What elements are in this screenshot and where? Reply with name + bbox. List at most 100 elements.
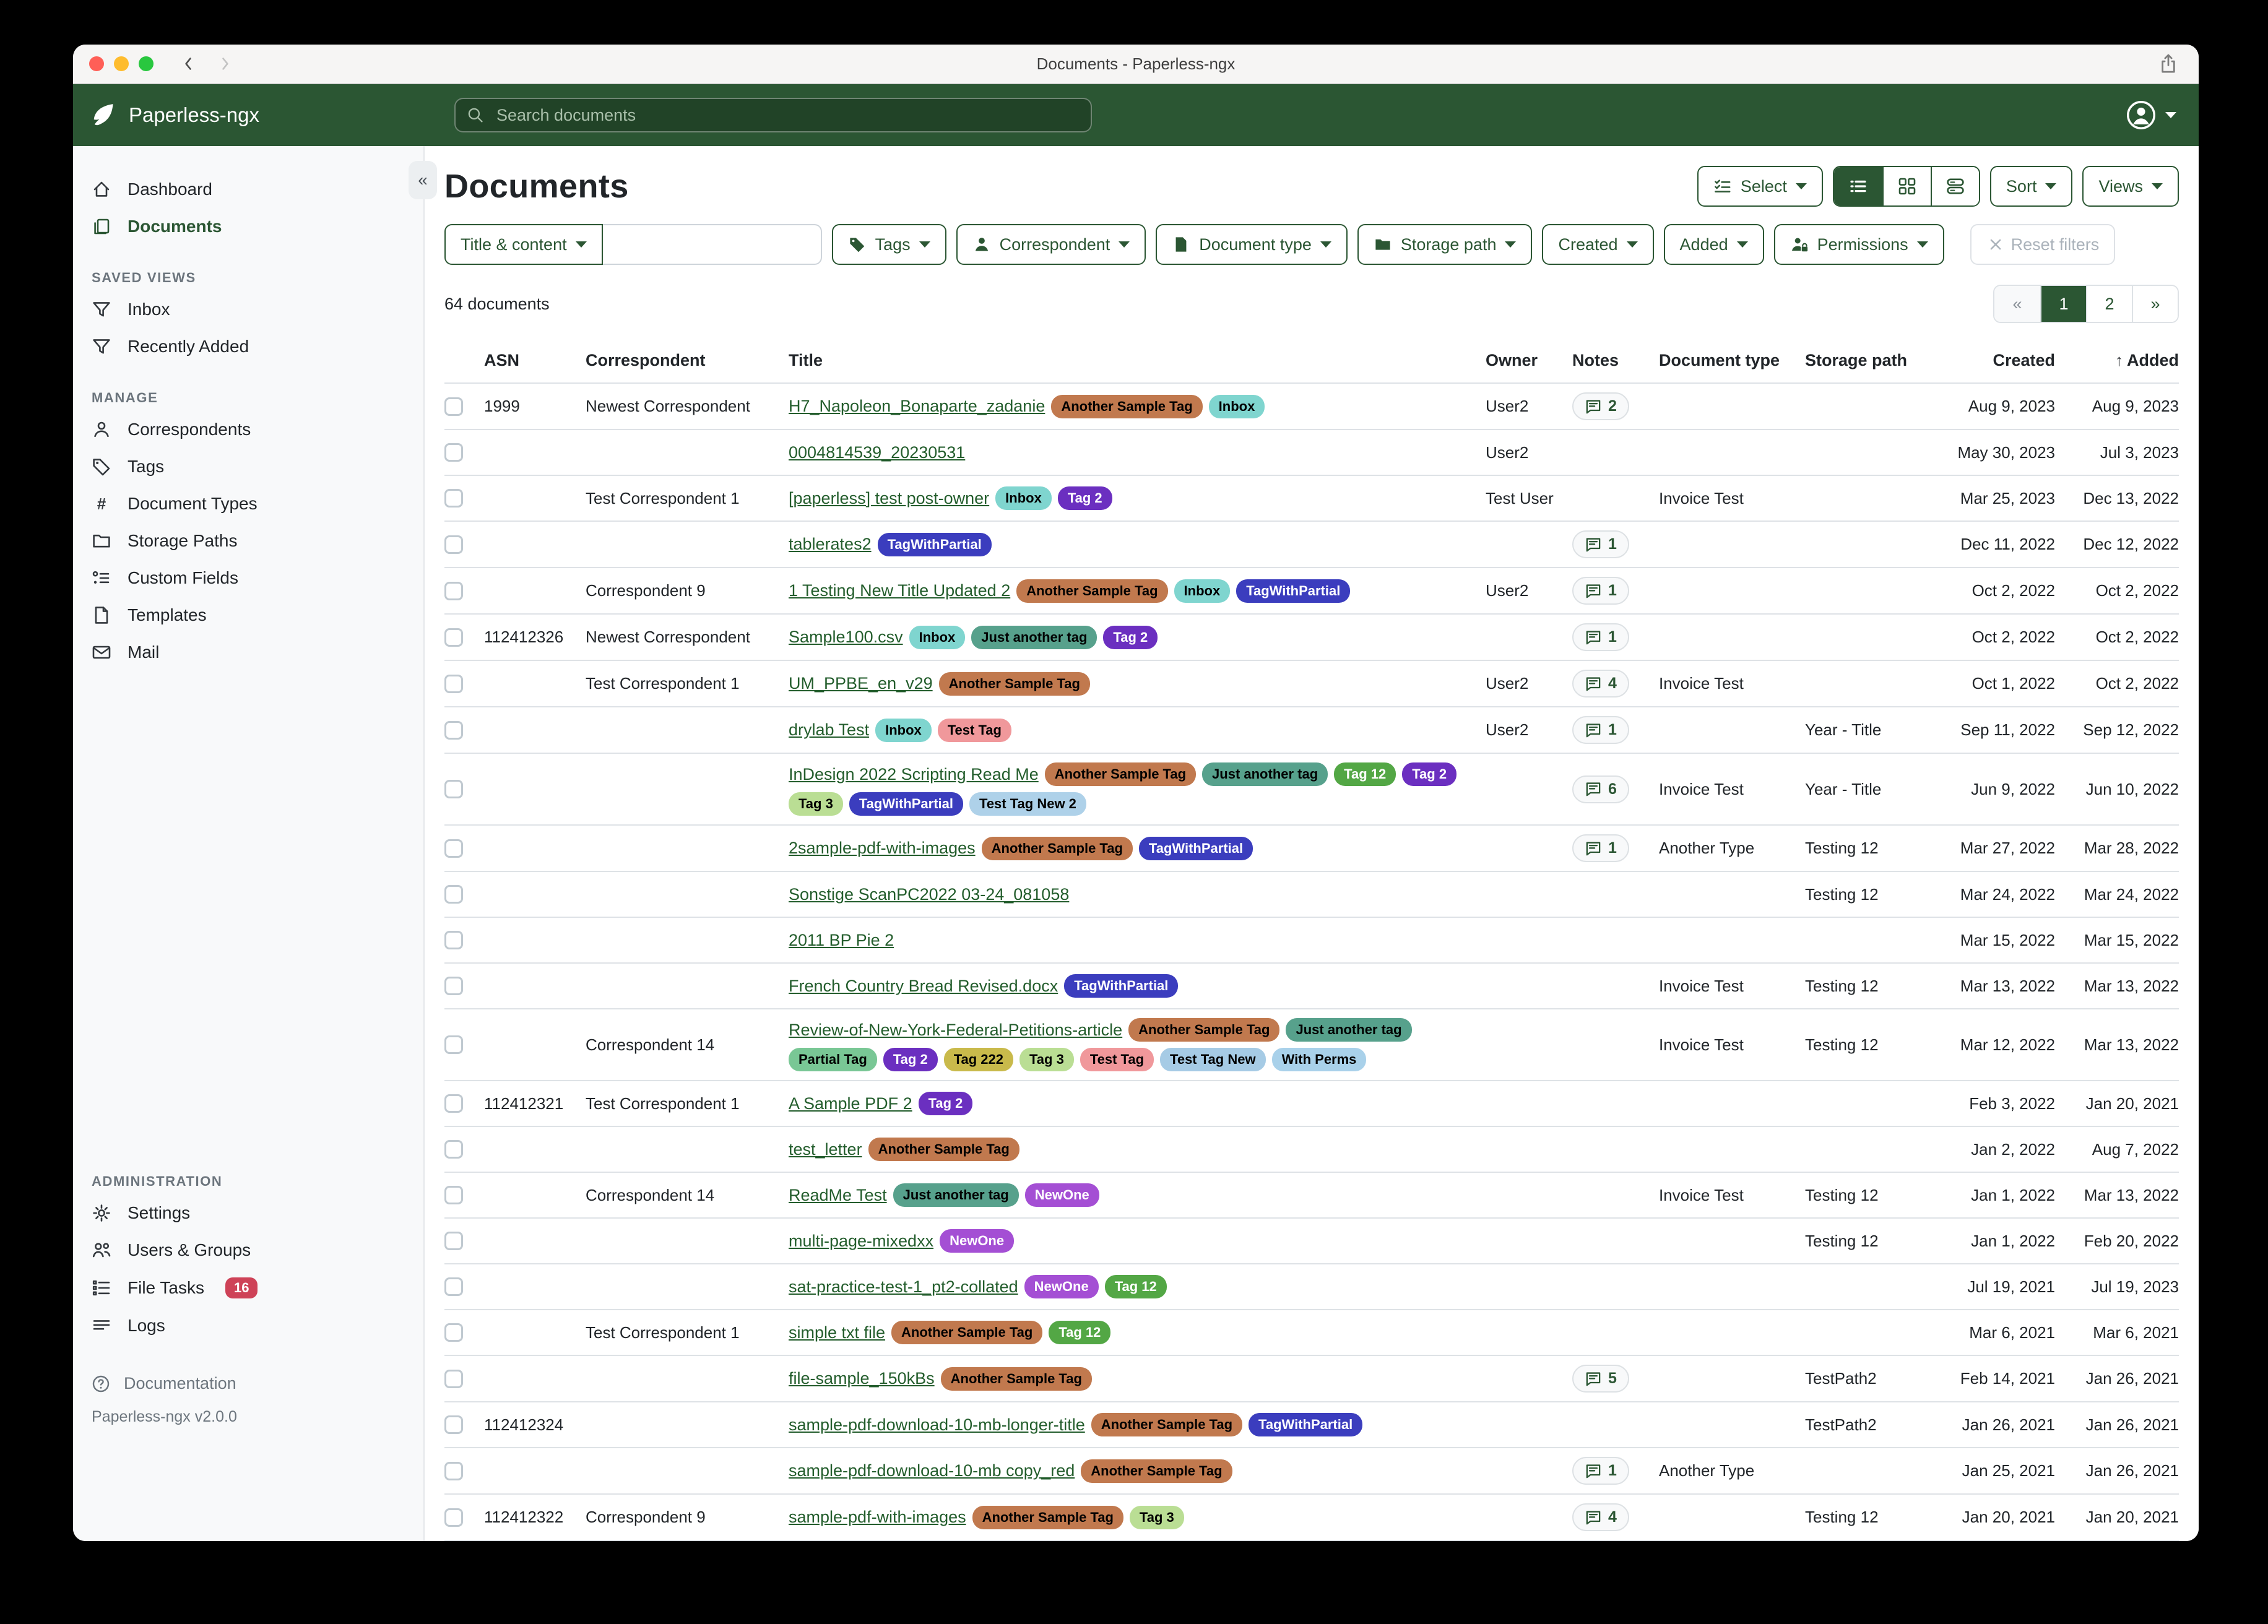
tag-badge[interactable]: Another Sample Tag	[940, 1367, 1092, 1391]
tag-badge[interactable]: Inbox	[1174, 579, 1231, 603]
tag-badge[interactable]: TagWithPartial	[1064, 974, 1179, 998]
pagination-page-2[interactable]: 2	[2086, 286, 2132, 322]
row-checkbox[interactable]	[444, 397, 463, 416]
row-checkbox[interactable]	[444, 1323, 463, 1342]
document-title-link[interactable]: 0004814539_20230531	[789, 443, 966, 462]
sidebar-item-inbox[interactable]: Inbox	[73, 291, 423, 328]
tag-badge[interactable]: With Perms	[1271, 1048, 1367, 1071]
tag-badge[interactable]: Test Tag New 2	[969, 792, 1086, 816]
pagination-prev[interactable]: «	[1994, 286, 2040, 322]
grid-view-button[interactable]	[1882, 167, 1931, 205]
pagination-page-1[interactable]: 1	[2040, 286, 2086, 322]
column-header-created[interactable]: Created	[1934, 351, 2055, 370]
row-checkbox[interactable]	[444, 1508, 463, 1527]
filter-document-type-button[interactable]: Document type	[1156, 224, 1348, 265]
documentation-link[interactable]: Documentation	[73, 1367, 423, 1401]
tag-badge[interactable]: Tag 12	[1049, 1321, 1111, 1344]
tag-badge[interactable]: Inbox	[995, 486, 1052, 510]
tag-badge[interactable]: Another Sample Tag	[1091, 1413, 1243, 1436]
row-checkbox[interactable]	[444, 1232, 463, 1250]
row-checkbox[interactable]	[444, 1094, 463, 1113]
row-checkbox[interactable]	[444, 1035, 463, 1054]
row-checkbox[interactable]	[444, 581, 463, 600]
back-icon[interactable]	[181, 56, 197, 72]
document-title-link[interactable]: ReadMe Test	[789, 1185, 887, 1204]
row-checkbox[interactable]	[444, 1186, 463, 1204]
cards-view-button[interactable]	[1930, 167, 1979, 205]
column-header-asn[interactable]: ASN	[484, 351, 578, 370]
document-title-link[interactable]: A Sample PDF 2	[789, 1094, 912, 1113]
sidebar-item-dashboard[interactable]: Dashboard	[73, 171, 423, 208]
document-title-link[interactable]: Sonstige ScanPC2022 03-24_081058	[789, 884, 1070, 904]
document-title-link[interactable]: [paperless] test post-owner	[789, 488, 990, 508]
row-checkbox[interactable]	[444, 489, 463, 508]
sidebar-item-document-types[interactable]: # Document Types	[73, 485, 423, 522]
row-checkbox[interactable]	[444, 720, 463, 740]
pagination-next[interactable]: »	[2132, 286, 2178, 322]
tag-badge[interactable]: TagWithPartial	[849, 792, 964, 816]
minimize-window-button[interactable]	[114, 56, 129, 71]
tag-badge[interactable]: Tag 2	[918, 1092, 973, 1115]
tag-badge[interactable]: Inbox	[1208, 394, 1265, 418]
reset-filters-button[interactable]: Reset filters	[1970, 224, 2116, 265]
tag-badge[interactable]: TagWithPartial	[1138, 836, 1253, 860]
row-checkbox[interactable]	[444, 885, 463, 904]
notes-badge[interactable]: 4	[1572, 1503, 1629, 1531]
sort-button[interactable]: Sort	[1989, 166, 2073, 207]
document-title-link[interactable]: 2011 BP Pie 2	[789, 930, 894, 949]
document-title-link[interactable]: InDesign 2022 Scripting Read Me	[789, 764, 1039, 784]
tag-badge[interactable]: TagWithPartial	[1236, 579, 1351, 603]
tag-badge[interactable]: TagWithPartial	[1249, 1413, 1363, 1436]
tag-badge[interactable]: Tag 3	[1129, 1505, 1184, 1529]
tag-badge[interactable]: Tag 3	[789, 792, 843, 816]
notes-badge[interactable]: 1	[1572, 530, 1629, 558]
sidebar-item-logs[interactable]: Logs	[73, 1307, 423, 1344]
document-title-link[interactable]: UM_PPBE_en_v29	[789, 674, 933, 693]
document-title-link[interactable]: file-sample_150kBs	[789, 1369, 935, 1388]
tag-badge[interactable]: Another Sample Tag	[981, 836, 1133, 860]
tag-badge[interactable]: Tag 2	[1103, 625, 1158, 649]
tag-badge[interactable]: Test Tag	[1080, 1048, 1154, 1071]
notes-badge[interactable]: 1	[1572, 716, 1629, 744]
filter-permissions-button[interactable]: Permissions	[1773, 224, 1944, 265]
filter-storage-path-button[interactable]: Storage path	[1357, 224, 1533, 265]
column-header-title[interactable]: Title	[789, 351, 1478, 370]
row-checkbox[interactable]	[444, 674, 463, 693]
filter-text-input[interactable]	[602, 224, 822, 265]
row-checkbox[interactable]	[444, 1415, 463, 1434]
tag-badge[interactable]: NewOne	[1024, 1183, 1099, 1207]
user-menu[interactable]	[2126, 100, 2176, 131]
tag-badge[interactable]: Just another tag	[971, 625, 1097, 649]
notes-badge[interactable]: 5	[1572, 1365, 1629, 1393]
tag-badge[interactable]: Test Tag	[937, 718, 1011, 742]
row-checkbox[interactable]	[444, 535, 463, 554]
sidebar-item-recently-added[interactable]: Recently Added	[73, 328, 423, 365]
sidebar-item-templates[interactable]: Templates	[73, 597, 423, 634]
row-checkbox[interactable]	[444, 628, 463, 647]
tag-badge[interactable]: Test Tag New	[1160, 1048, 1266, 1071]
tag-badge[interactable]: Tag 2	[883, 1048, 938, 1071]
tag-badge[interactable]: Just another tag	[893, 1183, 1019, 1207]
tag-badge[interactable]: Tag 12	[1334, 762, 1396, 786]
row-checkbox[interactable]	[444, 1369, 463, 1388]
brand[interactable]: Paperless-ngx	[89, 102, 439, 129]
sidebar-item-custom-fields[interactable]: Custom Fields	[73, 559, 423, 597]
tag-badge[interactable]: Another Sample Tag	[891, 1321, 1043, 1344]
tag-badge[interactable]: Just another tag	[1286, 1018, 1412, 1042]
filter-correspondent-button[interactable]: Correspondent	[956, 224, 1146, 265]
column-header-document-type[interactable]: Document type	[1659, 351, 1798, 370]
row-checkbox[interactable]	[444, 839, 463, 858]
notes-badge[interactable]: 6	[1572, 775, 1629, 803]
tag-badge[interactable]: Another Sample Tag	[868, 1138, 1019, 1161]
row-checkbox[interactable]	[444, 443, 463, 462]
document-title-link[interactable]: Sample100.csv	[789, 628, 903, 646]
views-button[interactable]: Views	[2082, 166, 2179, 207]
sidebar-item-users-groups[interactable]: Users & Groups	[73, 1232, 423, 1269]
zoom-window-button[interactable]	[139, 56, 154, 71]
sidebar-collapse-button[interactable]: «	[409, 161, 437, 199]
tag-badge[interactable]: Another Sample Tag	[938, 672, 1090, 696]
tag-badge[interactable]: Another Sample Tag	[972, 1505, 1123, 1529]
tag-badge[interactable]: TagWithPartial	[877, 532, 992, 556]
document-title-link[interactable]: test_letter	[789, 1139, 862, 1159]
notes-badge[interactable]: 1	[1572, 577, 1629, 605]
